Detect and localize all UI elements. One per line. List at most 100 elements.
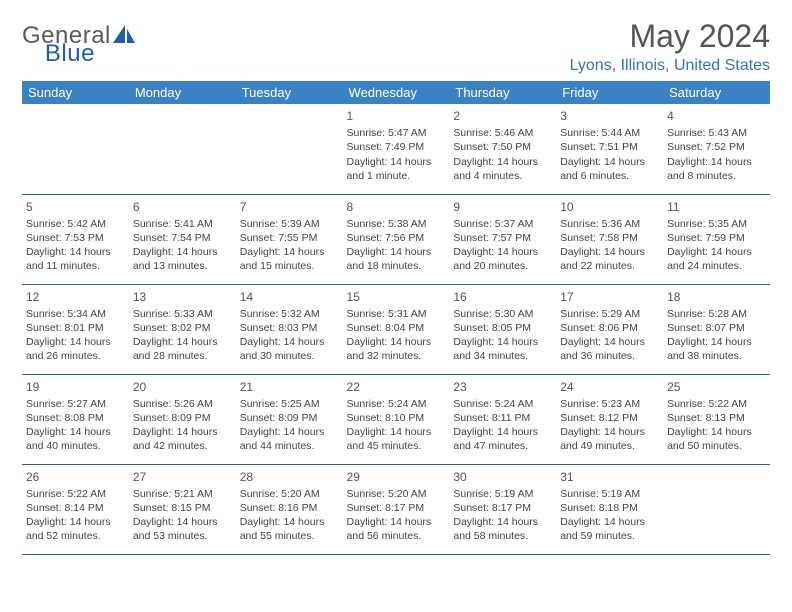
day-number: 25 (667, 379, 766, 395)
sunset-text: Sunset: 7:54 PM (133, 231, 232, 245)
sunrise-text: Sunrise: 5:25 AM (240, 397, 339, 411)
sunset-text: Sunset: 8:02 PM (133, 321, 232, 335)
day-header: Wednesday (343, 81, 450, 104)
calendar-cell: 2Sunrise: 5:46 AMSunset: 7:50 PMDaylight… (449, 104, 556, 194)
calendar-table: SundayMondayTuesdayWednesdayThursdayFrid… (22, 81, 770, 555)
day-header: Sunday (22, 81, 129, 104)
sunset-text: Sunset: 8:17 PM (453, 501, 552, 515)
sunrise-text: Sunrise: 5:27 AM (26, 397, 125, 411)
calendar-cell: 23Sunrise: 5:24 AMSunset: 8:11 PMDayligh… (449, 374, 556, 464)
daylight-text: Daylight: 14 hours and 38 minutes. (667, 335, 766, 363)
calendar-cell: 27Sunrise: 5:21 AMSunset: 8:15 PMDayligh… (129, 464, 236, 554)
calendar-row: 26Sunrise: 5:22 AMSunset: 8:14 PMDayligh… (22, 464, 770, 554)
daylight-text: Daylight: 14 hours and 52 minutes. (26, 515, 125, 543)
daylight-text: Daylight: 14 hours and 56 minutes. (347, 515, 446, 543)
calendar-cell: 12Sunrise: 5:34 AMSunset: 8:01 PMDayligh… (22, 284, 129, 374)
day-number: 19 (26, 379, 125, 395)
daylight-text: Daylight: 14 hours and 42 minutes. (133, 425, 232, 453)
calendar-cell: 15Sunrise: 5:31 AMSunset: 8:04 PMDayligh… (343, 284, 450, 374)
day-header-row: SundayMondayTuesdayWednesdayThursdayFrid… (22, 81, 770, 104)
brand-logo: General Blue (22, 22, 189, 50)
calendar-cell: 18Sunrise: 5:28 AMSunset: 8:07 PMDayligh… (663, 284, 770, 374)
sunrise-text: Sunrise: 5:24 AM (453, 397, 552, 411)
sunset-text: Sunset: 7:53 PM (26, 231, 125, 245)
sunset-text: Sunset: 7:58 PM (560, 231, 659, 245)
daylight-text: Daylight: 14 hours and 8 minutes. (667, 155, 766, 183)
title-block: May 2024 Lyons, Illinois, United States (570, 18, 770, 75)
daylight-text: Daylight: 14 hours and 40 minutes. (26, 425, 125, 453)
sunrise-text: Sunrise: 5:23 AM (560, 397, 659, 411)
day-number: 29 (347, 469, 446, 485)
sail-icon (111, 23, 137, 50)
day-number: 24 (560, 379, 659, 395)
sunrise-text: Sunrise: 5:22 AM (667, 397, 766, 411)
calendar-row: 12Sunrise: 5:34 AMSunset: 8:01 PMDayligh… (22, 284, 770, 374)
sunset-text: Sunset: 8:16 PM (240, 501, 339, 515)
day-number: 17 (560, 289, 659, 305)
day-number: 4 (667, 108, 766, 124)
day-number: 8 (347, 199, 446, 215)
day-number: 7 (240, 199, 339, 215)
sunset-text: Sunset: 8:10 PM (347, 411, 446, 425)
calendar-cell (663, 464, 770, 554)
sunrise-text: Sunrise: 5:36 AM (560, 217, 659, 231)
daylight-text: Daylight: 14 hours and 6 minutes. (560, 155, 659, 183)
daylight-text: Daylight: 14 hours and 34 minutes. (453, 335, 552, 363)
calendar-cell: 30 Sunrise: 5:19 AMSunset: 8:17 PMDayligh… (449, 464, 556, 554)
calendar-body: 1Sunrise: 5:47 AMSunset: 7:49 PMDaylight… (22, 104, 770, 554)
sunset-text: Sunset: 8:17 PM (347, 501, 446, 515)
day-header: Friday (556, 81, 663, 104)
daylight-text: Daylight: 14 hours and 53 minutes. (133, 515, 232, 543)
sunrise-text: Sunrise: 5:47 AM (347, 126, 446, 140)
day-number: 11 (667, 199, 766, 215)
calendar-cell: 7Sunrise: 5:39 AMSunset: 7:55 PMDaylight… (236, 194, 343, 284)
sunset-text: Sunset: 7:55 PM (240, 231, 339, 245)
sunrise-text: Sunrise: 5:34 AM (26, 307, 125, 321)
daylight-text: Daylight: 14 hours and 20 minutes. (453, 245, 552, 273)
daylight-text: Daylight: 14 hours and 58 minutes. (453, 515, 552, 543)
day-header: Saturday (663, 81, 770, 104)
calendar-cell: 9Sunrise: 5:37 AMSunset: 7:57 PMDaylight… (449, 194, 556, 284)
calendar-cell: 21Sunrise: 5:25 AMSunset: 8:09 PMDayligh… (236, 374, 343, 464)
sunset-text: Sunset: 8:06 PM (560, 321, 659, 335)
calendar-cell: 13Sunrise: 5:33 AMSunset: 8:02 PMDayligh… (129, 284, 236, 374)
day-number: 16 (453, 289, 552, 305)
sunset-text: Sunset: 8:04 PM (347, 321, 446, 335)
sunset-text: Sunset: 8:07 PM (667, 321, 766, 335)
calendar-cell: 8Sunrise: 5:38 AMSunset: 7:56 PMDaylight… (343, 194, 450, 284)
sunrise-text: Sunrise: 5:46 AM (453, 126, 552, 140)
sunset-text: Sunset: 8:05 PM (453, 321, 552, 335)
sunrise-text: Sunrise: 5:19 AM (453, 487, 552, 501)
sunrise-text: Sunrise: 5:24 AM (347, 397, 446, 411)
daylight-text: Daylight: 14 hours and 13 minutes. (133, 245, 232, 273)
day-header: Monday (129, 81, 236, 104)
sunset-text: Sunset: 7:50 PM (453, 140, 552, 154)
sunrise-text: Sunrise: 5:31 AM (347, 307, 446, 321)
day-number: 30 (453, 469, 552, 485)
calendar-row: 19Sunrise: 5:27 AMSunset: 8:08 PMDayligh… (22, 374, 770, 464)
daylight-text: Daylight: 14 hours and 11 minutes. (26, 245, 125, 273)
sunrise-text: Sunrise: 5:33 AM (133, 307, 232, 321)
calendar-cell: 31Sunrise: 5:19 AMSunset: 8:18 PMDayligh… (556, 464, 663, 554)
sunset-text: Sunset: 7:49 PM (347, 140, 446, 154)
calendar-cell (236, 104, 343, 194)
day-number: 20 (133, 379, 232, 395)
page-header: General Blue May 2024 Lyons, Illinois, U… (22, 18, 770, 75)
sunset-text: Sunset: 8:12 PM (560, 411, 659, 425)
sunset-text: Sunset: 8:09 PM (240, 411, 339, 425)
calendar-cell: 26Sunrise: 5:22 AMSunset: 8:14 PMDayligh… (22, 464, 129, 554)
calendar-cell (22, 104, 129, 194)
daylight-text: Daylight: 14 hours and 26 minutes. (26, 335, 125, 363)
sunrise-text: Sunrise: 5:21 AM (133, 487, 232, 501)
calendar-cell: 25Sunrise: 5:22 AMSunset: 8:13 PMDayligh… (663, 374, 770, 464)
daylight-text: Daylight: 14 hours and 59 minutes. (560, 515, 659, 543)
daylight-text: Daylight: 14 hours and 22 minutes. (560, 245, 659, 273)
sunrise-text: Sunrise: 5:41 AM (133, 217, 232, 231)
daylight-text: Daylight: 14 hours and 49 minutes. (560, 425, 659, 453)
calendar-cell: 19Sunrise: 5:27 AMSunset: 8:08 PMDayligh… (22, 374, 129, 464)
day-number: 27 (133, 469, 232, 485)
sunrise-text: Sunrise: 5:20 AM (347, 487, 446, 501)
sunset-text: Sunset: 8:01 PM (26, 321, 125, 335)
calendar-cell: 28Sunrise: 5:20 AMSunset: 8:16 PMDayligh… (236, 464, 343, 554)
sunrise-text: Sunrise: 5:19 AM (560, 487, 659, 501)
